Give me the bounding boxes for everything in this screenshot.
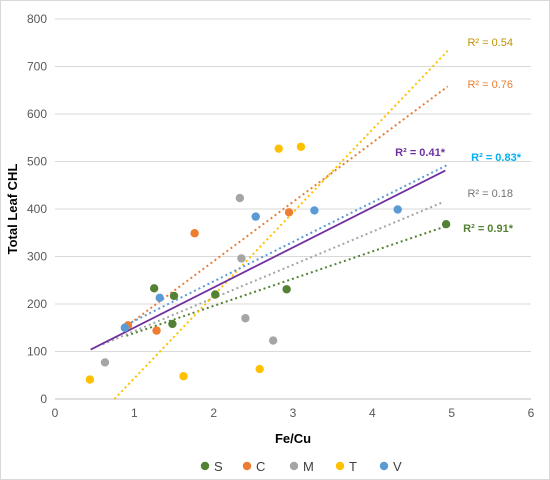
point-c	[284, 208, 294, 217]
y-tick-label: 700	[27, 60, 47, 74]
point-t	[296, 142, 306, 151]
r2-label-m: R² = 0.18	[467, 188, 513, 200]
y-tick-label: 0	[40, 392, 47, 406]
tick-labels: 0 100 200 300 400 500 600 700 800 0 1 2 3 4 5 6	[27, 12, 535, 420]
point-v	[310, 206, 319, 215]
legend-marker-t	[335, 461, 345, 471]
point-t	[274, 144, 283, 153]
x-tick-label: 4	[369, 406, 376, 420]
point-t	[179, 372, 188, 381]
point-v	[155, 293, 164, 303]
y-tick-label: 400	[27, 202, 47, 216]
point-t	[85, 375, 95, 384]
point-m	[100, 358, 110, 367]
point-m	[241, 314, 250, 323]
y-tick-label: 300	[27, 250, 47, 264]
r2-label-s: R² = 0.91*	[463, 223, 514, 235]
legend-label-m: M	[303, 459, 314, 474]
x-tick-label: 2	[210, 406, 217, 420]
point-m	[235, 193, 245, 203]
point-s	[282, 285, 291, 294]
x-tick-label: 0	[52, 406, 59, 420]
point-s	[149, 284, 159, 293]
y-tick-label: 200	[27, 297, 47, 311]
r2-label-overall: R² = 0.41*	[395, 147, 446, 159]
point-v	[393, 205, 402, 214]
point-v	[120, 323, 130, 332]
trendline-c	[125, 85, 449, 328]
r-squared-annotations: R² = 0.91* R² = 0.76 R² = 0.18 R² = 0.54 R² …	[395, 37, 522, 235]
point-t	[255, 364, 264, 374]
trendline-t	[113, 50, 449, 400]
point-s	[169, 291, 179, 301]
r2-label-c: R² = 0.76	[467, 79, 513, 91]
trendline-m	[102, 200, 445, 346]
trendline-v	[121, 163, 449, 328]
y-axis-title: Total Leaf CHL	[5, 164, 20, 255]
overall-trendline	[90, 169, 446, 351]
legend-marker-s	[200, 461, 210, 471]
x-axis-title: Fe/Cu	[275, 431, 311, 446]
point-c	[190, 229, 199, 238]
trendline-s	[126, 224, 449, 337]
y-tick-label: 100	[27, 345, 47, 359]
x-tick-label: 1	[131, 406, 138, 420]
legend-marker-m	[289, 461, 299, 471]
y-tick-label: 500	[27, 155, 47, 169]
r2-label-v: R² = 0.83*	[471, 152, 522, 164]
legend-label-c: C	[256, 459, 265, 474]
y-tick-label: 800	[27, 12, 47, 26]
legend-marker-v	[379, 461, 389, 471]
point-s	[441, 220, 451, 229]
trendlines	[90, 50, 449, 400]
legend-marker-c	[242, 461, 252, 471]
x-tick-label: 6	[528, 406, 535, 420]
point-m	[237, 254, 246, 263]
legend-label-s: S	[214, 459, 223, 474]
y-tick-label: 600	[27, 107, 47, 121]
x-tick-label: 3	[290, 406, 297, 420]
point-s	[168, 319, 177, 329]
point-s	[211, 290, 220, 299]
point-c	[152, 326, 161, 335]
gridlines	[55, 18, 531, 352]
legend-label-t: T	[349, 459, 357, 474]
point-v	[251, 212, 260, 221]
x-tick-label: 5	[448, 406, 455, 420]
data-points	[85, 142, 451, 384]
legend-label-v: V	[393, 459, 402, 474]
r2-label-t: R² = 0.54	[467, 37, 513, 49]
point-m	[268, 336, 278, 345]
